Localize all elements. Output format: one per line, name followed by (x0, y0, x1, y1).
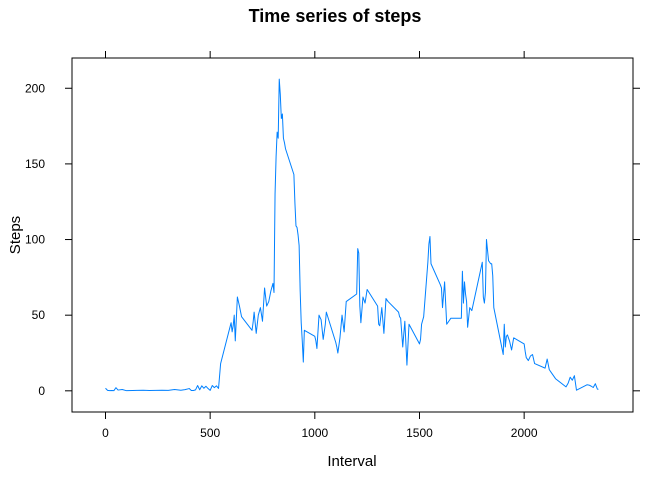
series-line-steps (105, 78, 599, 392)
y-tick-label: 0 (38, 384, 45, 398)
y-tick-label: 150 (25, 157, 45, 171)
x-tick-label: 0 (102, 426, 109, 440)
y-tick-label: 200 (25, 81, 45, 95)
x-tick-label: 1500 (406, 426, 433, 440)
y-tick-label: 100 (25, 233, 45, 247)
plot-panel (71, 57, 634, 413)
y-tick-label: 50 (32, 308, 46, 322)
x-tick-label: 1000 (301, 426, 328, 440)
axis-ticks: 0 500 1000 1500 2000 0 50 100 150 200 (25, 51, 640, 440)
x-tick-label: 500 (200, 426, 220, 440)
y-axis-label: Steps (7, 216, 24, 254)
chart-title: Time series of steps (249, 6, 422, 26)
x-tick-label: 2000 (511, 426, 538, 440)
x-axis-label: Interval (327, 453, 376, 470)
